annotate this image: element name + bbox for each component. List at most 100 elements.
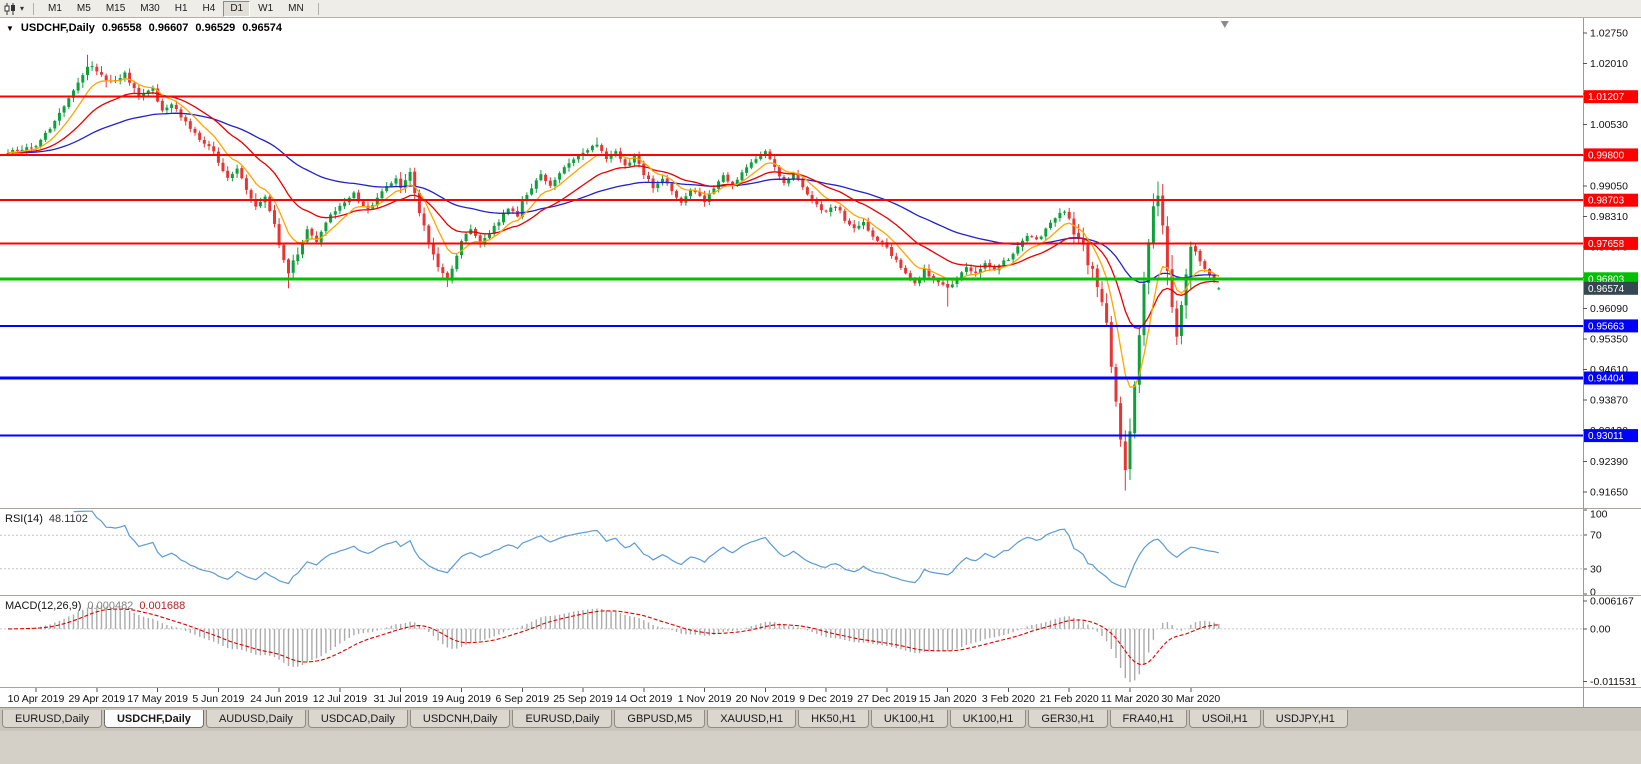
timeframe-buttons: M1 M5 M15 M30 H1 H4 D1 W1 MN: [41, 0, 311, 17]
rsi-line: [73, 510, 1219, 588]
svg-text:0.96803: 0.96803: [1588, 274, 1625, 285]
tab-11-ger30-h1[interactable]: GER30,H1: [1028, 710, 1108, 728]
macd-name: MACD(12,26,9): [5, 600, 82, 612]
tab-6-gbpusd-m5[interactable]: GBPUSD,M5: [614, 710, 706, 728]
rsi-name: RSI(14): [5, 513, 43, 525]
hline-badge-0.93011: 0.93011: [1584, 429, 1638, 443]
tab-9-uk100-h1[interactable]: UK100,H1: [870, 710, 948, 728]
rsi-label: RSI(14) 48.1102: [5, 513, 88, 525]
ohlc-close: 0.96574: [242, 22, 282, 34]
price-axis-label: 0.91650: [1590, 486, 1628, 498]
price-axis-label: 0.93870: [1590, 395, 1628, 407]
date-axis-label: 10 Apr 2019: [8, 693, 65, 705]
svg-text:1.01207: 1.01207: [1588, 92, 1625, 103]
date-axis-label: 30 Mar 2020: [1161, 693, 1220, 705]
date-axis-label: 9 Dec 2019: [799, 693, 853, 705]
chart-menu-icon[interactable]: ▼: [6, 23, 14, 33]
date-axis-label: 12 Jul 2019: [313, 693, 367, 705]
ohlc-open: 0.96558: [101, 22, 142, 34]
date-axis-label: 11 Mar 2020: [1101, 693, 1159, 705]
window-background-strip: [0, 731, 1641, 764]
tab-5-eurusd-daily[interactable]: EURUSD,Daily: [512, 710, 613, 728]
macd-axis-label: 0.00: [1590, 623, 1611, 635]
shift-marker-icon[interactable]: [1220, 21, 1229, 28]
price-axis-label: 0.96090: [1590, 303, 1628, 315]
ohlc-low: 0.96529: [195, 22, 236, 34]
timeframe-button-m15[interactable]: M15: [105, 2, 126, 14]
tab-0-eurusd-daily[interactable]: EURUSD,Daily: [2, 710, 102, 728]
timeframe-button-m5[interactable]: M5: [76, 2, 91, 14]
date-axis-label: 20 Nov 2019: [736, 693, 796, 705]
hline-badge-1.01207: 1.01207: [1584, 90, 1638, 104]
timeframe-button-h1[interactable]: H1: [174, 2, 188, 14]
svg-text:0.96574: 0.96574: [1588, 284, 1625, 295]
chart-type-dropdown-icon[interactable]: ▾: [20, 4, 25, 13]
price-axis-label: 1.00530: [1590, 119, 1628, 131]
timeframe-button-mn[interactable]: MN: [288, 2, 304, 14]
hline-badge-0.97658: 0.97658: [1584, 236, 1638, 250]
toolbar-separator-1: [33, 2, 35, 15]
tab-12-fra40-h1[interactable]: FRA40,H1: [1109, 710, 1187, 728]
rsi-axis-label: 70: [1590, 530, 1602, 542]
chart-title: USDCHF,Daily: [20, 22, 95, 34]
date-axis-label: 25 Sep 2019: [553, 693, 613, 705]
date-axis-label: 15 Jan 2020: [919, 693, 977, 705]
svg-text:0.95663: 0.95663: [1588, 321, 1625, 332]
date-axis-label: 14 Oct 2019: [615, 693, 672, 705]
date-axis-label: 21 Feb 2020: [1040, 693, 1099, 705]
macd-signal-value: 0.001688: [139, 600, 186, 612]
toolbar-separator-2: [317, 2, 319, 15]
hline-badge-0.94404: 0.94404: [1584, 371, 1638, 385]
date-axis-label: 29 Apr 2019: [68, 693, 125, 705]
macd-axis-label: -0.011531: [1590, 676, 1637, 688]
rsi-pane: 100 70 30 0: [0, 509, 1608, 599]
pane-separators: [0, 18, 1641, 707]
svg-text:0.97658: 0.97658: [1588, 239, 1625, 250]
chart-window[interactable]: 100703001.027501.020101.012701.005300.99…: [0, 18, 1641, 707]
date-axis-label: 31 Jul 2019: [374, 693, 428, 705]
tab-4-usdcnh-daily[interactable]: USDCNH,Daily: [409, 710, 511, 728]
macd-pane: [0, 605, 1583, 683]
rsi-axis-label: 0: [1590, 587, 1596, 599]
macd-value: 0.000482: [87, 600, 134, 612]
svg-text:0.98703: 0.98703: [1588, 196, 1625, 207]
timeframe-button-w1[interactable]: W1: [258, 2, 274, 14]
svg-text:0.93011: 0.93011: [1588, 431, 1624, 442]
hline-badge-0.99800: 0.99800: [1584, 148, 1638, 162]
price-axis-label: 0.95350: [1590, 333, 1628, 345]
date-axis-label: 19 Aug 2019: [432, 693, 491, 705]
price-axis-label: 1.02750: [1590, 27, 1628, 39]
timeframe-button-d1[interactable]: D1: [223, 0, 251, 17]
tab-3-usdcad-daily[interactable]: USDCAD,Daily: [307, 710, 408, 728]
chart-type-icon[interactable]: [4, 2, 17, 15]
time-axis[interactable]: 10 Apr 2019 29 Apr 2019 17 May 2019 5 Jun 2…: [8, 688, 1221, 705]
price-axis-label: 0.92390: [1590, 456, 1628, 468]
svg-text:0.99800: 0.99800: [1588, 150, 1625, 161]
candles-layer[interactable]: [6, 54, 1221, 491]
tab-14-usdjpy-h1[interactable]: USDJPY,H1: [1262, 710, 1348, 728]
price-axis-label: 1.02010: [1590, 58, 1628, 70]
tab-8-hk50-h1[interactable]: HK50,H1: [798, 710, 869, 728]
tab-13-usoil-h1[interactable]: USOil,H1: [1188, 710, 1261, 728]
tab-7-xauusd-h1[interactable]: XAUUSD,H1: [707, 710, 797, 728]
macd-label: MACD(12,26,9) 0.000482 0.001688: [5, 600, 185, 612]
chart-ohlc-header: ▼ USDCHF,Daily 0.96558 0.96607 0.96529 0…: [6, 22, 282, 34]
svg-text:0.94404: 0.94404: [1588, 374, 1625, 385]
date-axis-label: 24 Jun 2019: [250, 693, 308, 705]
macd-signal-line: [8, 608, 1219, 665]
date-axis-label: 27 Dec 2019: [857, 693, 917, 705]
rsi-axis-label: 30: [1590, 563, 1602, 575]
tab-1-usdchf-daily[interactable]: USDCHF,Daily: [103, 710, 204, 728]
macd-axis-labels: 0.006167 0.00 -0.011531: [1583, 595, 1637, 688]
tab-10-uk100-h1[interactable]: UK100,H1: [949, 710, 1027, 728]
tab-2-audusd-daily[interactable]: AUDUSD,Daily: [205, 710, 306, 728]
date-axis-label: 17 May 2019: [127, 693, 188, 705]
price-axis-background[interactable]: [1583, 18, 1641, 707]
price-axis-label: 0.99050: [1590, 180, 1628, 192]
hline-badge-0.95663: 0.95663: [1584, 319, 1638, 333]
chart-canvas[interactable]: 100703001.027501.020101.012701.005300.99…: [0, 18, 1641, 707]
timeframe-button-m30[interactable]: M30: [140, 2, 160, 14]
timeframe-button-h4[interactable]: H4: [202, 2, 216, 14]
rsi-axis-label: 100: [1590, 509, 1608, 521]
timeframe-button-m1[interactable]: M1: [48, 2, 62, 14]
